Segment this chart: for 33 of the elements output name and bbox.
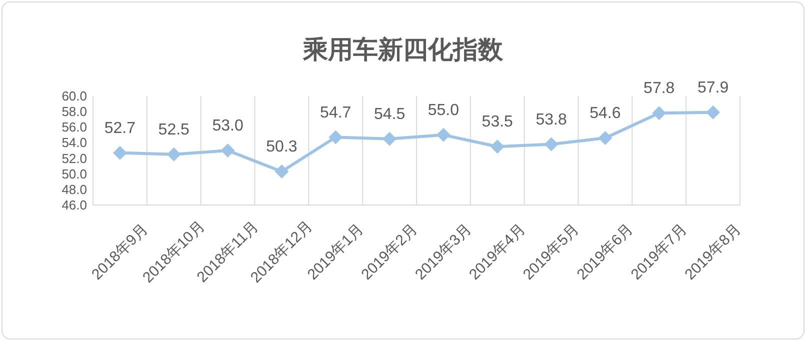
point (274, 164, 289, 179)
point (652, 106, 666, 120)
y-tick-label: 58.0 (62, 104, 87, 120)
chart-title: 乘用车新四化指数 (302, 36, 504, 64)
point (706, 105, 720, 120)
point (436, 128, 450, 142)
y-tick-label: 54.0 (62, 135, 87, 150)
point (490, 140, 504, 154)
data-label: 52.5 (158, 121, 190, 138)
data-label: 52.7 (104, 120, 136, 137)
point (112, 146, 127, 160)
y-tick-label: 50.0 (62, 166, 87, 182)
data-label: 54.5 (374, 106, 406, 123)
data-label: 54.6 (590, 105, 621, 122)
y-tick-label: 46.0 (62, 198, 87, 212)
point (328, 130, 343, 144)
data-label: 53.5 (482, 114, 514, 131)
y-tick-label: 52.0 (62, 150, 87, 166)
point (166, 147, 181, 162)
data-label: 57.9 (697, 79, 729, 96)
y-tick-label: 56.0 (62, 120, 87, 135)
data-label: 53.8 (536, 111, 567, 128)
point (382, 132, 397, 146)
data-label: 57.8 (644, 80, 675, 98)
point (220, 144, 235, 158)
point (598, 131, 612, 146)
data-label: 55.0 (428, 102, 460, 119)
data-label: 53.0 (212, 118, 244, 134)
data-label: 50.3 (266, 138, 298, 156)
point (544, 137, 558, 152)
y-tick-label: 48.0 (62, 182, 87, 197)
y-tick-label: 60.0 (62, 88, 87, 104)
data-label: 54.7 (320, 104, 352, 122)
